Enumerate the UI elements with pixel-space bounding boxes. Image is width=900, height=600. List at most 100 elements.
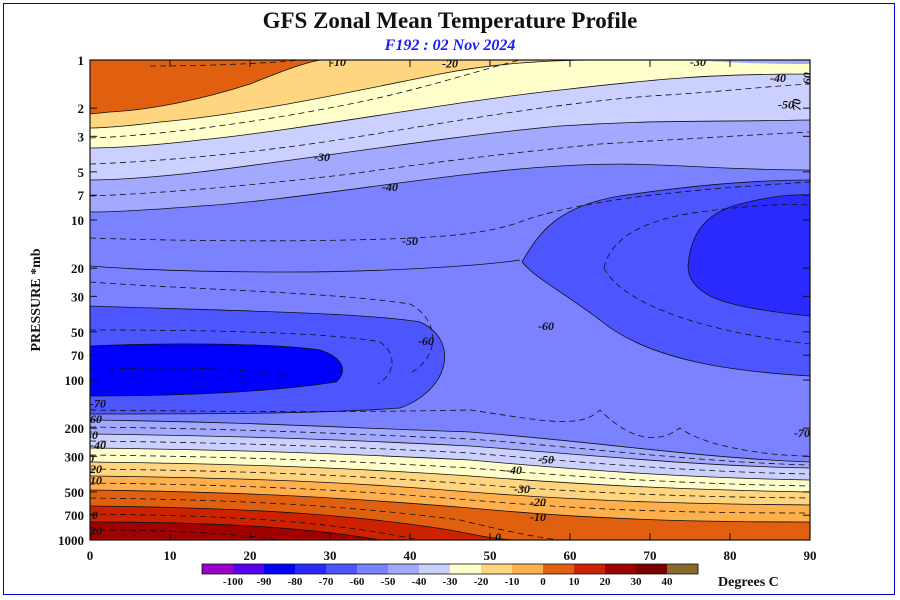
contour-label: -20	[530, 495, 546, 509]
contour-solid-minus-30	[90, 119, 810, 181]
colorbar-label: -80	[288, 576, 303, 588]
contour-solid-minus-20	[90, 73, 810, 149]
x-tick-label: 10	[164, 548, 177, 563]
colorbar-label: -30	[443, 576, 458, 588]
contour-dashed-minus-65-north-bottom	[603, 267, 810, 345]
colorbar-label: 20	[600, 576, 612, 588]
contour-label: -50	[82, 428, 98, 442]
contour-dashed-5-trop	[90, 497, 561, 540]
colorbar-swatch	[450, 564, 482, 574]
contour-label: -40	[770, 71, 786, 85]
colorbar-label: -20	[474, 576, 489, 588]
y-tick-label: 500	[65, 485, 85, 500]
y-tick-label: 20	[71, 261, 84, 276]
band-minus-40-topright	[690, 60, 810, 64]
contour-label: -50	[778, 98, 794, 112]
band-20	[90, 522, 380, 540]
filled-contours: -10 -20 -30-40-507060-30-40-50-60-60-70-60…	[78, 55, 814, 544]
contour-label: -30	[514, 482, 530, 496]
contour-dashed-minus-15	[90, 60, 521, 139]
contour-label: -30	[690, 55, 706, 69]
colorbar-border	[201, 563, 699, 575]
colorbar-swatch	[419, 564, 451, 574]
contour-label: -50	[538, 453, 554, 467]
figure-frame	[3, 3, 895, 595]
band-0-upper	[90, 60, 320, 114]
x-tick-label: 70	[644, 548, 657, 563]
y-tick-label: 10	[71, 213, 84, 228]
chart-subtitle: F192 : 02 Nov 2024	[384, 37, 516, 54]
colorbar-label: 30	[631, 576, 643, 588]
y-tick-label: 1	[78, 53, 85, 68]
contour-dashed-25-trop	[90, 529, 281, 540]
colorbar-swatch	[481, 564, 513, 574]
colorbar-swatch	[295, 564, 327, 574]
y-tick-label: 300	[65, 449, 85, 464]
contour-solid-minus-60-tropics	[90, 305, 445, 415]
contour-label: -20	[86, 523, 102, 537]
y-axis-title: PRESSURE *mb	[29, 248, 44, 351]
contour-solid-minus-70-north-top	[687, 194, 810, 267]
contour-solid-minus-50-lower	[90, 259, 521, 273]
colorbar-swatch	[357, 564, 389, 574]
x-tick-label: 90	[804, 548, 817, 563]
colorbar-units: Degrees C	[718, 575, 779, 590]
contour-labels: -10 -20 -30-40-507060-30-40-50-60-60-70-60…	[78, 55, 814, 544]
contour-dashed-minus-35-trop	[90, 440, 810, 475]
y-tick-label: 50	[71, 325, 84, 340]
colorbar-swatch	[202, 564, 234, 574]
chart-title: GFS Zonal Mean Temperature Profile	[262, 8, 638, 33]
contour-solid-0-trop	[90, 489, 810, 523]
colorbar-label: 0	[540, 576, 546, 588]
x-tick-label: 40	[404, 548, 417, 563]
contour-dashed-minus-45	[90, 181, 810, 242]
y-tick-label: 5	[78, 165, 85, 180]
colorbar-swatch	[574, 564, 606, 574]
contour-solid-minus-10-trop	[90, 475, 810, 506]
contour-dashed-minus-75-tropics	[90, 367, 291, 377]
contour-label: -10	[86, 474, 102, 488]
y-tick-label: 700	[65, 508, 85, 523]
band-minus-70-tropics	[90, 343, 343, 396]
colorbar-label: -90	[257, 576, 272, 588]
x-tick-label: 80	[724, 548, 737, 563]
contour-dashed-minus-55-trop	[90, 409, 810, 457]
contour-dashed-minus-25-trop	[90, 454, 810, 487]
colorbar-swatch	[233, 564, 265, 574]
contour-solid-minus-70-tropics	[90, 343, 343, 397]
band-minus-70-north	[688, 194, 810, 316]
contour-dashed-minus-5-trop	[90, 482, 810, 514]
contour-label: 0	[495, 530, 501, 544]
contour-solid-minus-30-trop	[90, 447, 810, 481]
x-tick-label: 60	[564, 548, 577, 563]
colorbar-swatch	[543, 564, 575, 574]
colorbar-label: -10	[505, 576, 520, 588]
dashed-contours	[90, 60, 810, 540]
colorbar-swatch	[605, 564, 637, 574]
contour-label: 60	[800, 72, 814, 84]
contour-dashed-minus-65-north-top	[603, 204, 810, 269]
contour-solid-minus-60-north-top	[521, 179, 810, 263]
y-tick-label: 100	[65, 373, 85, 388]
colorbar-swatch	[264, 564, 296, 574]
colorbar-label: 10	[569, 576, 581, 588]
colorbar-swatch	[326, 564, 358, 574]
colorbar-swatch	[388, 564, 420, 574]
solid-contours	[90, 60, 810, 540]
contour-solid-20-trop	[90, 521, 381, 540]
contour-label: -40	[90, 438, 106, 452]
y-tick-label: 7	[78, 188, 85, 203]
contour-label: -40	[506, 463, 522, 477]
contour-dashed-15-trop	[90, 513, 421, 540]
contour-label: -30	[314, 150, 330, 164]
contour-label: -20	[86, 462, 102, 476]
contour-solid-minus-50-trop	[90, 419, 810, 463]
contour-solid-minus-70-north-bottom	[687, 265, 810, 317]
x-tick-label: 0	[87, 548, 94, 563]
colorbar-label: 40	[662, 576, 674, 588]
contour-solid-minus-40	[90, 163, 810, 213]
contour-label: -30	[78, 452, 94, 466]
contour-label: -60	[86, 412, 102, 426]
